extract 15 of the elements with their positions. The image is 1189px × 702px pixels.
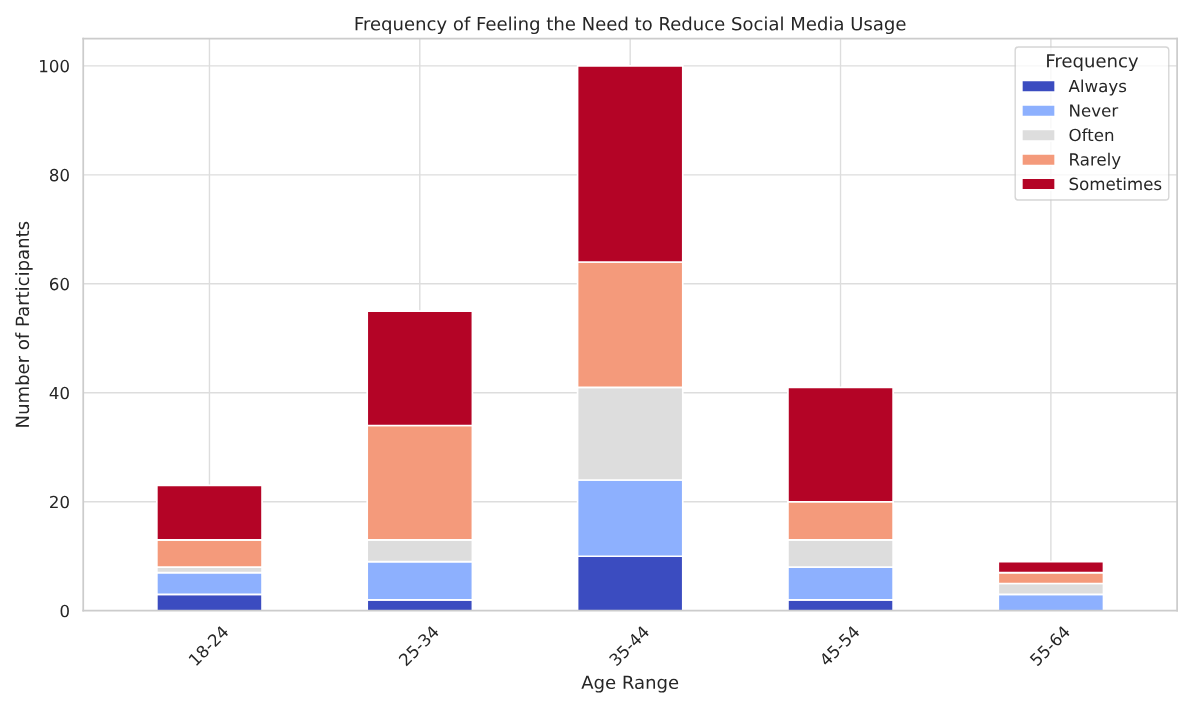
y-tick-label: 80 [49, 168, 69, 182]
legend-label: Never [1070, 104, 1119, 117]
y-axis-title: Number of Participants [15, 221, 33, 427]
y-tick-label: 40 [49, 386, 69, 400]
legend-label: Always [1068, 79, 1127, 96]
y-tick-label: 60 [49, 277, 69, 291]
legend-label: Rarely [1070, 152, 1121, 169]
x-axis-title: Age Range [581, 675, 679, 693]
chart-title: Frequency of Feeling the Need to Reduce Social Media Usage [355, 16, 906, 35]
legend-label: Sometimes [1069, 177, 1162, 191]
y-tick-label: 0 [60, 604, 69, 618]
legend-title: Frequency [1047, 54, 1139, 72]
legend-label: Often [1069, 128, 1114, 142]
y-tick-label: 20 [50, 495, 69, 509]
y-tick-label: 100 [40, 59, 69, 73]
